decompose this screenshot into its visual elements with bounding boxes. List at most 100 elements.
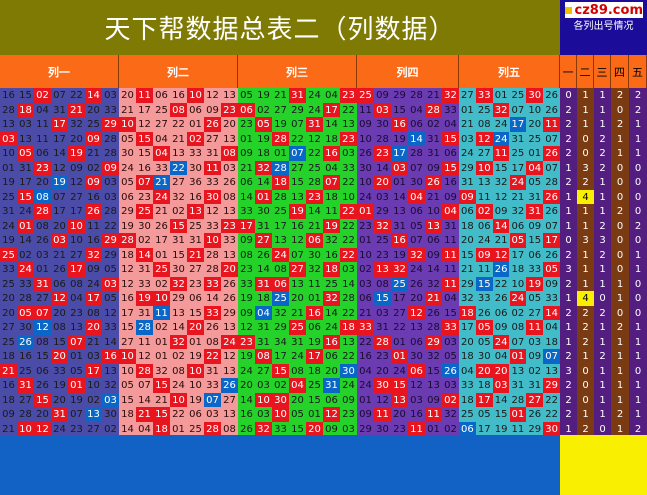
table-cell: 14 xyxy=(53,148,66,159)
table-cell: 31 xyxy=(427,148,440,159)
stat-cell: 0 xyxy=(629,291,647,306)
table-cell: 19 xyxy=(494,423,508,435)
table-cell: 02 xyxy=(87,162,100,174)
stat-cell: 0 xyxy=(629,276,647,292)
column-block-bg xyxy=(459,378,560,393)
table-cell: 11 xyxy=(408,421,425,437)
table-cell: 28 xyxy=(272,131,289,147)
table-cell: 33 xyxy=(104,322,117,333)
table-cell: 04 xyxy=(444,119,457,130)
table-cell: 30 xyxy=(204,189,221,205)
table-cell: 14 xyxy=(121,423,134,435)
table-cell: 22 xyxy=(342,220,355,232)
table-cell: 26 xyxy=(410,278,423,290)
table-cell: 12 xyxy=(240,322,253,333)
table-cell: 22 xyxy=(70,90,83,101)
table-cell: 11 xyxy=(425,407,442,422)
table-cell: 10 xyxy=(119,349,136,364)
table-cell: 20 xyxy=(121,90,134,101)
table-cell: 27 xyxy=(461,90,474,101)
table-cell: 12 xyxy=(121,278,134,290)
table-cell: 09 xyxy=(528,220,542,232)
table-cell: 02 xyxy=(444,423,457,435)
table-cell: 20 xyxy=(2,293,15,304)
table-cell: 20 xyxy=(221,262,238,277)
table-cell: 33 xyxy=(2,264,15,275)
table-cell: 01 xyxy=(391,349,408,364)
table-cell: 13 xyxy=(425,218,442,234)
table-cell: 16 xyxy=(19,351,32,362)
table-cell: 33 xyxy=(155,162,168,174)
table-cell: 01 xyxy=(36,264,49,275)
table-cell: 10 xyxy=(272,407,289,422)
stat-cell: 0 xyxy=(611,102,629,118)
table-cell: 13 xyxy=(291,191,304,203)
table-cell: 14 xyxy=(240,394,253,406)
table-cell: 18 xyxy=(308,365,321,377)
table-cell: 32 xyxy=(172,191,185,203)
table-cell: 10 xyxy=(87,380,100,391)
table-cell: 06 xyxy=(528,249,542,261)
table-cell: 03 xyxy=(257,380,270,391)
table-cell: 19 xyxy=(189,351,202,362)
table-cell: 09 xyxy=(427,249,440,261)
stat-cell: 0 xyxy=(611,175,629,190)
column-header-4: 列四 xyxy=(357,55,459,88)
table-cell: 06 xyxy=(459,421,476,437)
table-cell: 08 xyxy=(223,191,236,203)
table-cell: 02 xyxy=(155,278,168,290)
table-cell: 16 xyxy=(2,380,15,391)
table-cell: 21 xyxy=(136,407,153,422)
table-cell: 18 xyxy=(459,305,476,321)
table-cell: 33 xyxy=(274,423,287,435)
table-cell: 18 xyxy=(153,421,170,437)
table-cell: 31 xyxy=(2,206,15,217)
table-cell: 05 xyxy=(70,365,83,377)
table-cell: 24 xyxy=(492,131,510,147)
table-cell: 04 xyxy=(325,162,338,174)
table-cell: 28 xyxy=(119,233,136,248)
table-cell: 18 xyxy=(272,175,289,190)
table-cell: 02 xyxy=(87,394,100,406)
stat-cell: 2 xyxy=(560,276,577,292)
table-cell: 31 xyxy=(51,407,68,422)
table-cell: 12 xyxy=(104,307,117,319)
table-cell: 05 xyxy=(475,320,493,335)
table-cell: 25 xyxy=(528,133,542,145)
table-cell: 06 xyxy=(410,119,423,130)
table-cell: 15 xyxy=(121,394,134,406)
table-cell: 26 xyxy=(223,293,236,304)
table-cell: 09 xyxy=(2,409,15,420)
table-cell: 19 xyxy=(240,351,253,362)
table-row: 25 33 31 06 08 24 03 12 33 02 32 23 33 26 33 31 06 13 11 25… xyxy=(0,276,647,292)
table-cell: 02 xyxy=(528,365,542,377)
table-cell: 14 xyxy=(138,394,151,406)
table-cell: 11 xyxy=(36,119,49,130)
table-cell: 31 xyxy=(528,380,542,391)
table-cell: 06 xyxy=(155,90,168,101)
column-block-bg xyxy=(459,262,560,277)
table-cell: 09 xyxy=(494,206,508,217)
table-cell: 17 xyxy=(511,162,525,174)
table-cell: 32 xyxy=(170,276,187,292)
table-cell: 03 xyxy=(51,233,68,248)
stat-cell: 0 xyxy=(560,233,577,248)
table-cell: 26 xyxy=(545,90,558,101)
stat-cell: 1 xyxy=(629,392,647,408)
table-cell: 24 xyxy=(494,119,508,130)
stats-footer xyxy=(560,435,647,495)
table-row: 25 02 03 21 27 32 29 18 14 01 15 21 28 13 08 26 24 07 30 16… xyxy=(0,247,647,263)
table-cell: 25 xyxy=(477,104,491,116)
site-logo[interactable]: cz89.com xyxy=(565,2,643,18)
table-cell: 10 xyxy=(70,235,83,246)
table-cell: 13 xyxy=(187,204,204,219)
table-cell: 18 xyxy=(325,133,338,145)
column-block-bg xyxy=(357,204,459,219)
table-cell: 15 xyxy=(442,160,459,176)
table-cell: 20 xyxy=(291,394,304,406)
table-cell: 11 xyxy=(359,104,372,116)
column-block-bg xyxy=(459,102,560,118)
table-cell: 19 xyxy=(393,133,406,145)
table-row: 19 14 26 03 10 16 29 28 02 17 31 31 10 33 09 27 13 12 06 32… xyxy=(0,233,647,248)
table-cell: 01 xyxy=(172,423,185,435)
